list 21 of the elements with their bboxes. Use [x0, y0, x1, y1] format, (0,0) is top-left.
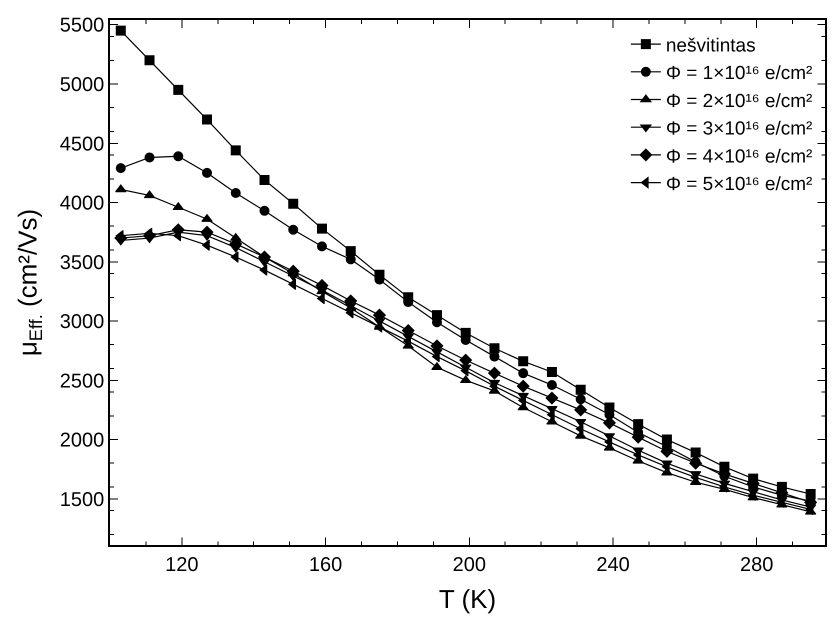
- y-tick-label: 4000: [60, 192, 104, 215]
- y-tick-label: 3500: [60, 252, 104, 274]
- legend-label: Φ = 4×10¹⁶ e/cm²: [666, 146, 812, 168]
- x-tick-label: 160: [308, 554, 342, 576]
- legend-label: Φ = 1×10¹⁶ e/cm²: [666, 63, 812, 84]
- y-tick-label: 2500: [60, 370, 104, 392]
- legend-label: nešvitintas: [666, 36, 756, 57]
- legend-label: Φ = 3×10¹⁶ e/cm²: [666, 118, 812, 140]
- y-tick-label: 5500: [60, 14, 104, 37]
- y-tick-label: 2000: [60, 430, 104, 452]
- legend-label: Φ = 5×10¹⁶ e/cm²: [666, 174, 812, 196]
- y-tick-label: 1500: [60, 488, 104, 511]
- x-tick-label: 280: [740, 554, 774, 576]
- y-tick-label: 3000: [60, 311, 104, 334]
- y-tick-label: 5000: [60, 74, 104, 96]
- x-tick-label: 240: [596, 554, 630, 576]
- x-tick-label: 120: [165, 554, 199, 576]
- x-tick-label: 200: [452, 554, 486, 576]
- y-tick-label: 4500: [60, 133, 104, 156]
- legend-label: Φ = 2×10¹⁶ e/cm²: [666, 90, 812, 112]
- x-axis-title: T (K): [438, 584, 496, 614]
